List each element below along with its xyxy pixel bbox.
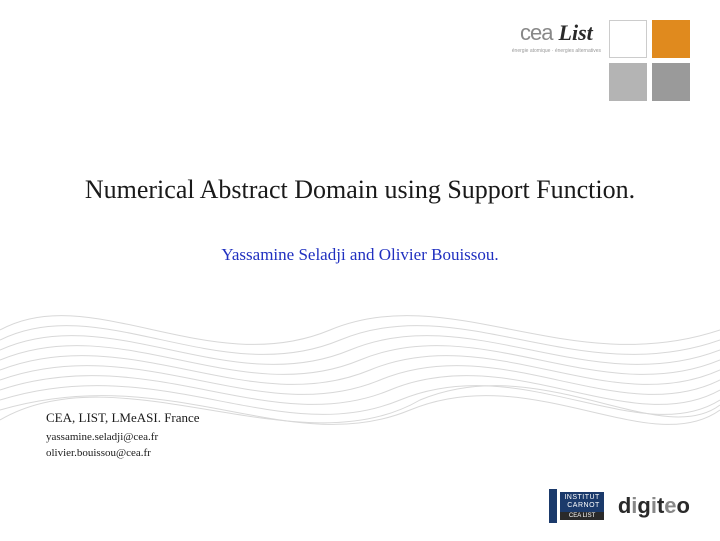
cea-list-logo: cea List énergie atomique · énergies alt…: [512, 20, 601, 54]
square-tl: [609, 20, 647, 58]
slide-authors: Yassamine Seladji and Olivier Bouissou.: [0, 245, 720, 265]
carnot-text: INSTITUTCARNOT: [560, 492, 604, 511]
carnot-stripe: [549, 489, 557, 523]
affiliation-org: CEA, LIST, LMeASI. France: [46, 410, 200, 426]
slide-title: Numerical Abstract Domain using Support …: [0, 175, 720, 205]
digiteo-logo: digiteo: [618, 493, 690, 519]
footer-logo-group: INSTITUTCARNOT CEA LIST digiteo: [549, 489, 690, 523]
carnot-logo: INSTITUTCARNOT CEA LIST: [549, 489, 604, 523]
cea-text: cea: [520, 20, 552, 46]
logo-squares: [609, 20, 690, 101]
affiliation-email-2: olivier.bouissou@cea.fr: [46, 446, 200, 461]
list-text: List: [559, 20, 593, 46]
square-tr: [652, 20, 690, 58]
header-logo-group: cea List énergie atomique · énergies alt…: [512, 20, 690, 101]
cea-subtitle: énergie atomique · énergies alternatives: [512, 48, 601, 54]
square-bl: [609, 63, 647, 101]
affiliation-block: CEA, LIST, LMeASI. France yassamine.sela…: [46, 410, 200, 461]
affiliation-email-1: yassamine.seladji@cea.fr: [46, 430, 200, 445]
carnot-sub: CEA LIST: [560, 512, 604, 520]
square-br: [652, 63, 690, 101]
